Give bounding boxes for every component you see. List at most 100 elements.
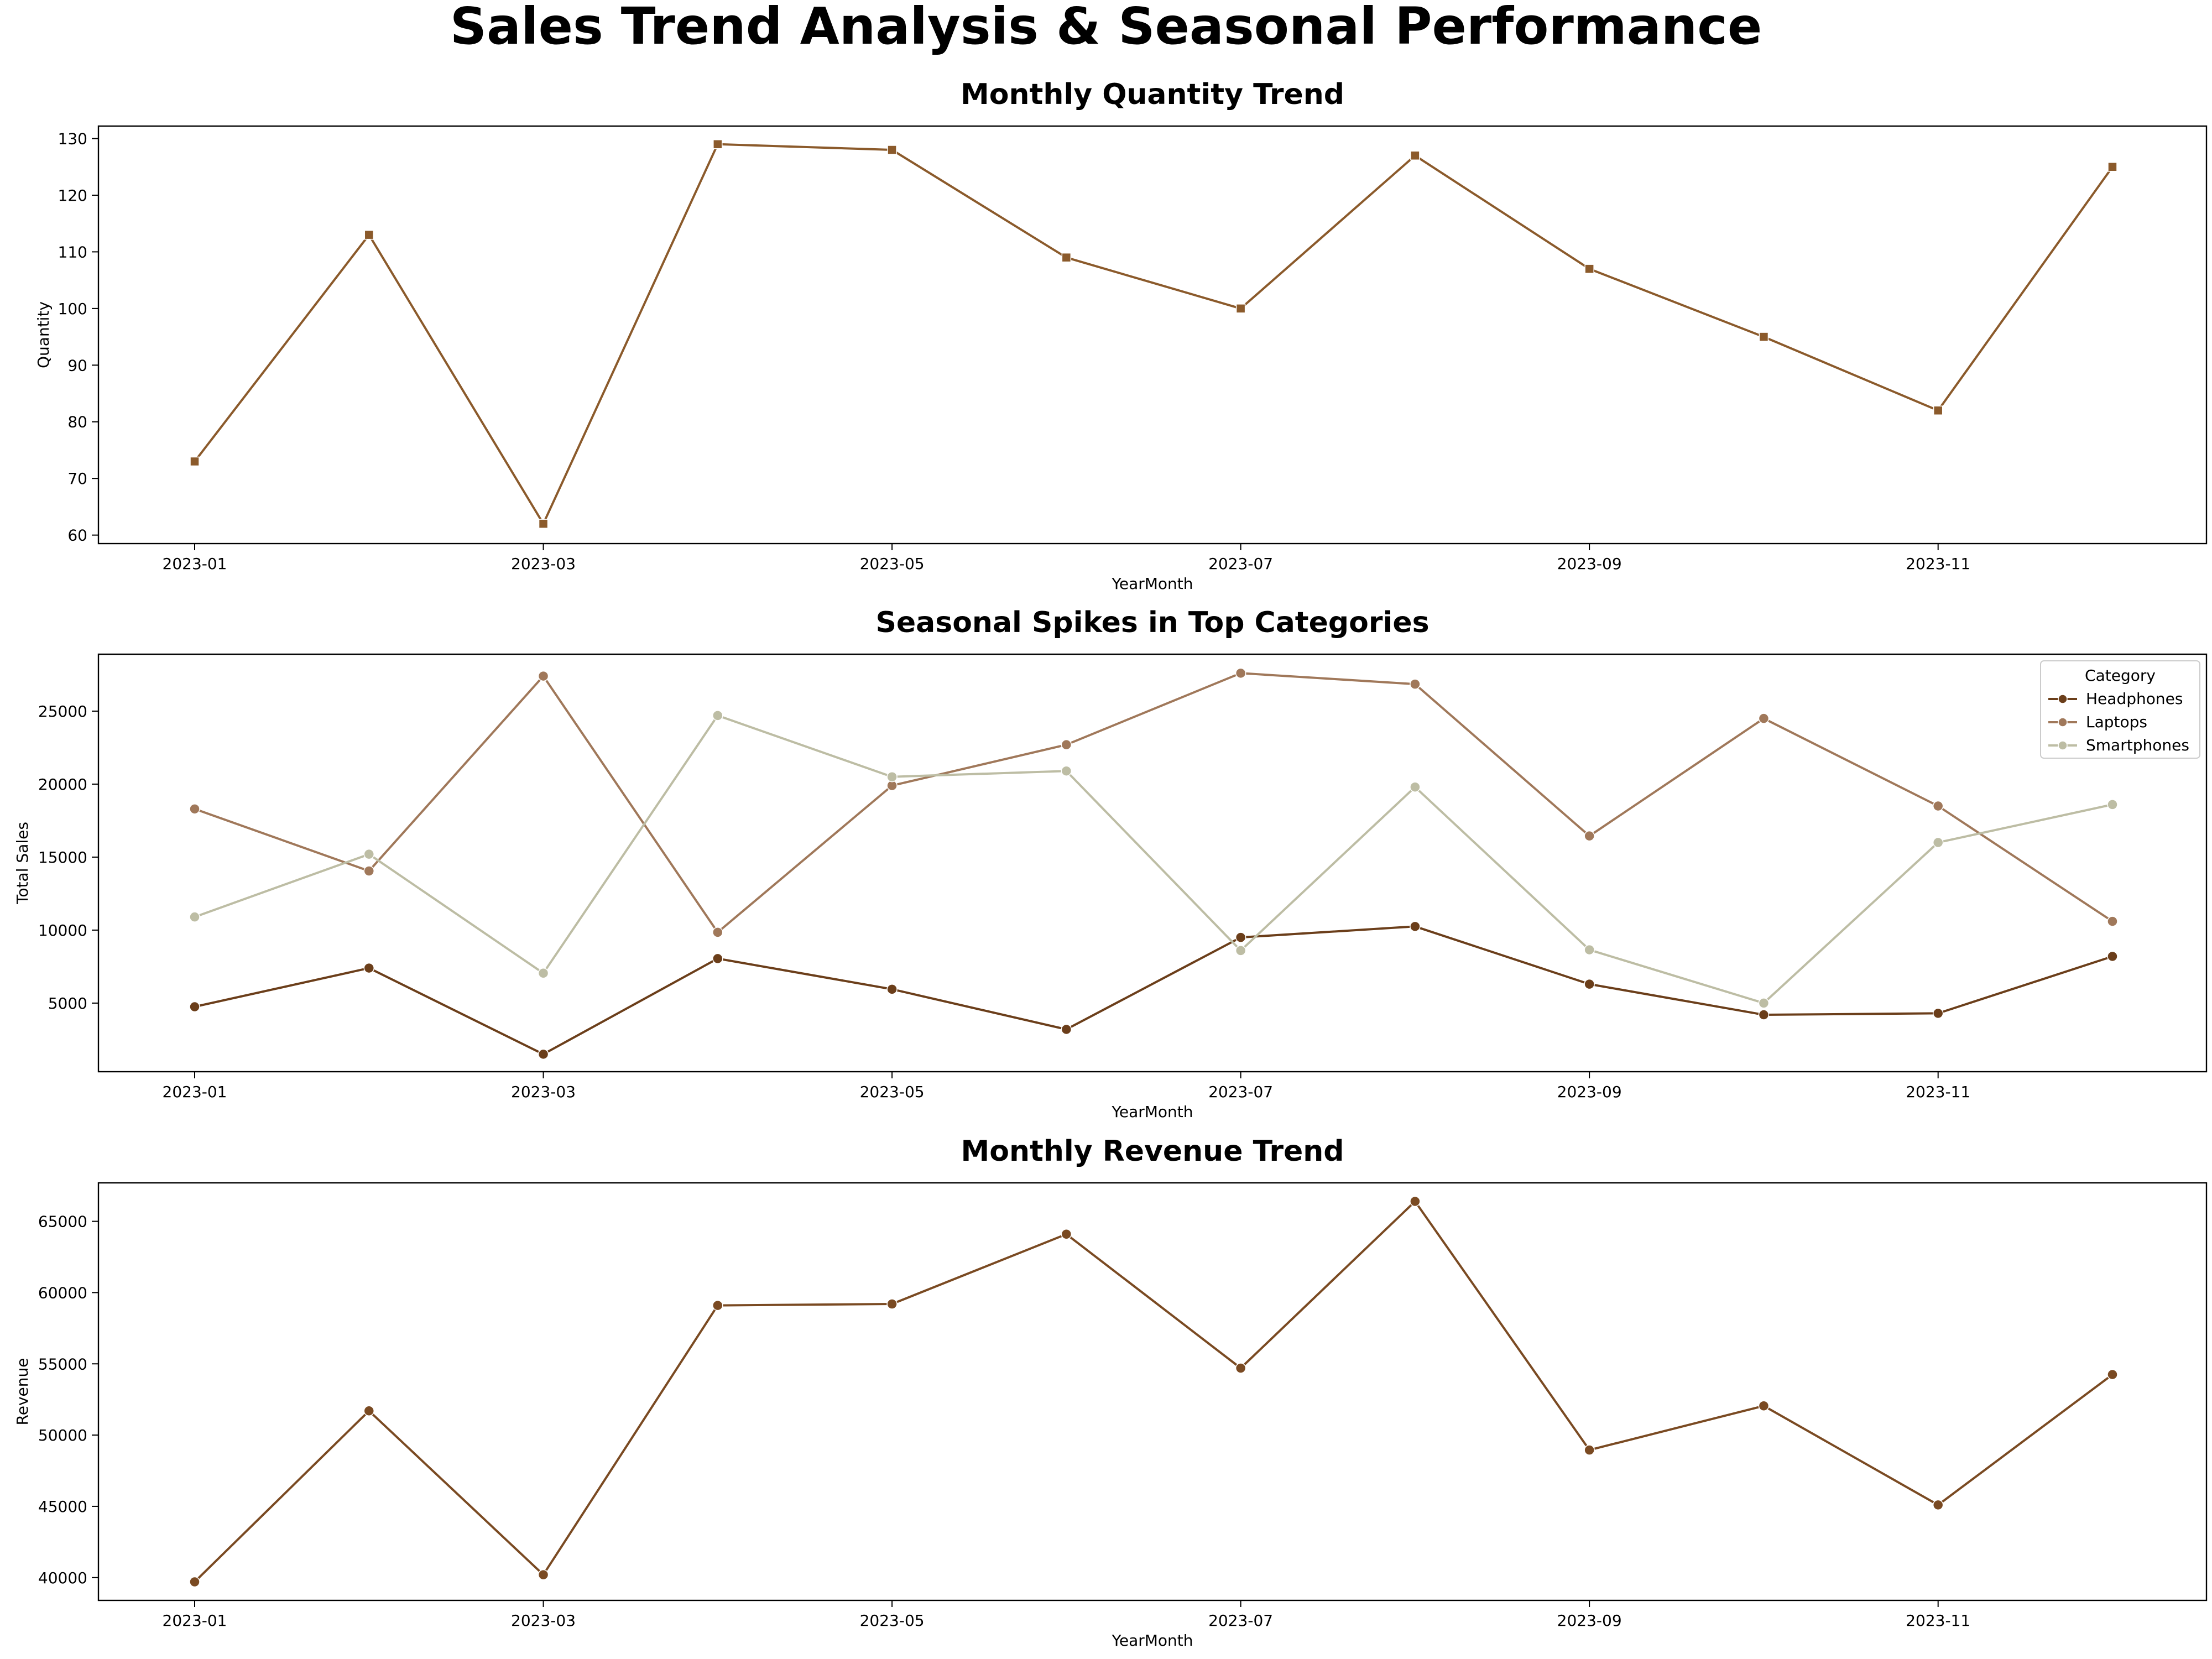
legend-label: Laptops bbox=[2086, 713, 2147, 731]
legend-swatch-marker bbox=[2058, 694, 2068, 704]
series-line bbox=[194, 672, 2114, 933]
data-point bbox=[2107, 951, 2118, 962]
data-point bbox=[2107, 1369, 2118, 1380]
x-tick-label: 2023-07 bbox=[1208, 1611, 1273, 1630]
plot-frame bbox=[97, 125, 2208, 545]
data-point bbox=[1410, 781, 1421, 792]
data-point bbox=[538, 519, 549, 529]
y-tick-label: 60 bbox=[67, 526, 87, 545]
x-axis-label: YearMonth bbox=[1111, 575, 1193, 593]
data-point bbox=[190, 456, 200, 467]
x-tick-label: 2023-09 bbox=[1557, 555, 1622, 573]
data-point bbox=[363, 962, 375, 974]
data-point bbox=[1584, 944, 1595, 956]
panel-title: Seasonal Spikes in Top Categories bbox=[875, 606, 1429, 639]
data-point bbox=[1061, 1024, 1072, 1035]
data-point bbox=[1758, 713, 1770, 724]
legend-label: Smartphones bbox=[2086, 736, 2189, 754]
data-point bbox=[1933, 405, 1943, 416]
x-tick-label: 2023-11 bbox=[1906, 555, 1970, 573]
data-point bbox=[1410, 1196, 1421, 1207]
data-point bbox=[189, 804, 200, 815]
data-point bbox=[363, 848, 375, 860]
panel-title: Monthly Quantity Trend bbox=[961, 78, 1344, 111]
data-point bbox=[1932, 800, 1944, 812]
y-tick-label: 70 bbox=[67, 469, 87, 488]
x-axis-label: YearMonth bbox=[1111, 1103, 1193, 1121]
data-point bbox=[1758, 1400, 1770, 1412]
y-tick-label: 15000 bbox=[38, 848, 87, 867]
data-point bbox=[189, 911, 200, 922]
panel-3: Monthly Revenue Trend 40000 45000 50000 5500… bbox=[13, 1135, 2208, 1650]
y-axis-label: Revenue bbox=[13, 1358, 32, 1426]
x-tick-label: 2023-11 bbox=[1906, 1083, 1970, 1101]
data-point bbox=[886, 771, 898, 782]
data-point bbox=[363, 1405, 375, 1417]
x-tick-label: 2023-05 bbox=[860, 1611, 925, 1630]
figure-title: Sales Trend Analysis & Seasonal Performa… bbox=[450, 0, 1762, 56]
y-tick-label: 90 bbox=[67, 356, 87, 374]
x-tick-label: 2023-03 bbox=[511, 555, 576, 573]
y-tick-label: 45000 bbox=[38, 1498, 87, 1516]
y-tick-label: 25000 bbox=[38, 702, 87, 721]
x-tick-label: 2023-01 bbox=[163, 1611, 227, 1630]
legend-label: Headphones bbox=[2086, 690, 2183, 708]
x-tick-label: 2023-01 bbox=[163, 555, 227, 573]
series-line bbox=[194, 925, 2113, 1056]
series-smartphones bbox=[189, 710, 2118, 1009]
series-line bbox=[194, 143, 2114, 525]
data-point bbox=[538, 1048, 549, 1060]
data-point bbox=[1758, 1009, 1770, 1020]
y-tick-label: 65000 bbox=[38, 1213, 87, 1231]
data-point bbox=[2107, 799, 2118, 810]
data-point bbox=[713, 139, 723, 149]
data-point bbox=[538, 968, 549, 979]
data-point bbox=[1584, 978, 1595, 990]
x-tick-label: 2023-05 bbox=[860, 1083, 925, 1101]
y-tick-label: 60000 bbox=[38, 1284, 87, 1302]
data-point bbox=[363, 865, 375, 877]
y-tick-label: 10000 bbox=[38, 921, 87, 940]
data-point bbox=[712, 710, 723, 721]
legend-box bbox=[2040, 660, 2200, 759]
data-point bbox=[189, 1001, 200, 1013]
data-point bbox=[1584, 830, 1595, 842]
x-tick-label: 2023-09 bbox=[1557, 1611, 1622, 1630]
data-point bbox=[1235, 667, 1246, 679]
x-tick-label: 2023-07 bbox=[1208, 1083, 1273, 1101]
legend-swatch-marker bbox=[2058, 717, 2068, 727]
legend-swatch-marker bbox=[2058, 740, 2068, 750]
data-point bbox=[538, 670, 549, 682]
y-axis-label: Quantity bbox=[34, 301, 53, 368]
data-point bbox=[1235, 304, 1246, 314]
y-tick-label: 110 bbox=[58, 243, 87, 261]
series-line bbox=[194, 714, 2113, 1004]
x-tick-label: 2023-03 bbox=[511, 1611, 576, 1630]
data-point bbox=[1235, 945, 1246, 956]
x-tick-label: 2023-03 bbox=[511, 1083, 576, 1101]
data-point bbox=[1932, 1008, 1944, 1019]
x-tick-label: 2023-07 bbox=[1208, 555, 1273, 573]
y-tick-label: 20000 bbox=[38, 775, 87, 794]
y-tick-label: 80 bbox=[67, 413, 87, 431]
data-point bbox=[1759, 332, 1769, 342]
panel-title: Monthly Revenue Trend bbox=[961, 1135, 1344, 1168]
x-tick-label: 2023-05 bbox=[860, 555, 925, 573]
y-tick-label: 130 bbox=[58, 130, 87, 148]
data-point bbox=[1061, 252, 1072, 263]
data-point bbox=[1235, 1363, 1246, 1374]
data-point bbox=[364, 229, 374, 240]
data-point bbox=[1410, 150, 1420, 161]
data-point bbox=[1061, 739, 1072, 750]
data-point bbox=[538, 1569, 549, 1580]
data-point bbox=[1584, 264, 1594, 274]
data-point bbox=[1932, 837, 1944, 848]
y-tick-label: 120 bbox=[58, 186, 87, 205]
data-point bbox=[1061, 765, 1072, 776]
data-point bbox=[1758, 998, 1770, 1009]
series-quantity bbox=[190, 139, 2117, 529]
data-point bbox=[712, 953, 723, 964]
series-revenue bbox=[189, 1196, 2118, 1588]
